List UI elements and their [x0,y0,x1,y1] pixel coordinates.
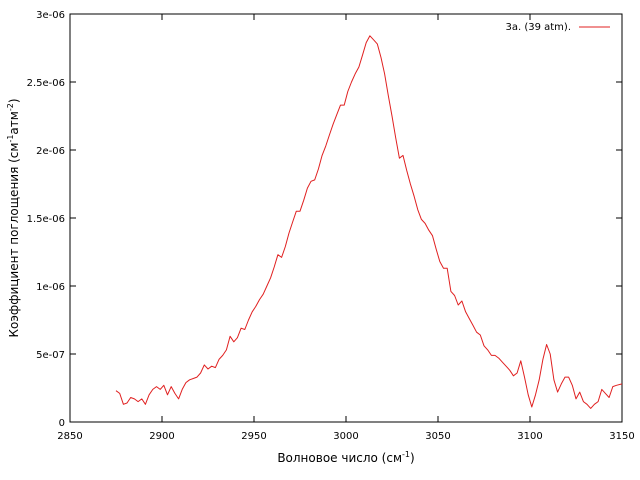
x-tick-label-2950: 2950 [241,431,266,442]
x-tick-labels: 2850 2900 2950 3000 3050 3100 3150 [57,431,634,442]
x-tick-label-3000: 3000 [333,431,358,442]
y-tick-label-5: 2.5e-06 [27,78,65,89]
x-tick-label-2900: 2900 [149,431,174,442]
x-tick-label-3150: 3150 [609,431,634,442]
y-tick-label-4: 2e-06 [36,146,65,157]
y-tick-label-0: 0 [59,418,65,429]
x-tick-label-3100: 3100 [517,431,542,442]
x-tick-label-3050: 3050 [425,431,450,442]
y-tick-labels: 0 5e-07 1e-06 1.5e-06 2e-06 2.5e-06 3e-06 [27,10,65,429]
x-axis-label: Волновое число (см-1) [277,450,414,465]
y-tick-label-1: 5e-07 [36,350,65,361]
y-axis-label: Коэффициент поглощения (см-1атм-2) [6,98,21,337]
series-layer [115,35,623,409]
axis-ticks [69,13,623,423]
legend-label-3a: 3a. (39 atm). [505,22,571,33]
legend: 3a. (39 atm). [505,22,610,33]
y-tick-label-6: 3e-06 [36,10,65,21]
series-line-0 [115,35,623,409]
x-tick-label-2850: 2850 [57,431,82,442]
y-tick-label-3: 1.5e-06 [27,214,65,225]
y-tick-label-2: 1e-06 [36,282,65,293]
